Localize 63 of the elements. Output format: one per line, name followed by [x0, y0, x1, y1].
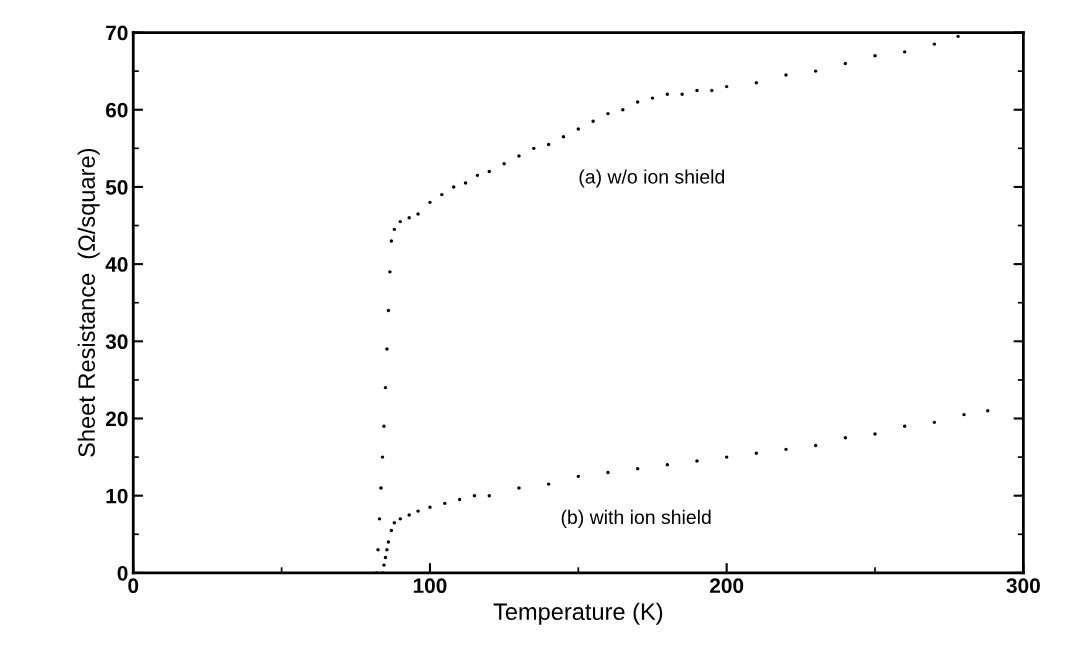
point [386, 308, 391, 313]
point [635, 466, 640, 471]
point [650, 96, 655, 100]
point [388, 270, 392, 274]
point [383, 385, 388, 390]
point [932, 420, 937, 425]
point [392, 227, 397, 232]
point [576, 474, 581, 479]
point [379, 486, 383, 490]
y-tick-label: 60 [105, 102, 128, 118]
point [724, 455, 729, 459]
point [407, 513, 411, 517]
point [472, 493, 477, 498]
point [517, 486, 521, 490]
y-tick-label: 20 [105, 411, 128, 427]
point [680, 92, 684, 96]
point [475, 173, 480, 178]
point [724, 84, 729, 89]
point [710, 88, 714, 93]
point [932, 42, 937, 46]
y-tick-label: 50 [105, 179, 128, 195]
point [546, 482, 551, 486]
point [561, 135, 566, 139]
point [385, 548, 389, 552]
point [457, 497, 462, 502]
y-tick-label: 10 [106, 488, 128, 504]
point [813, 443, 818, 448]
point [873, 432, 877, 436]
point [591, 119, 595, 124]
point [451, 185, 456, 189]
point [902, 50, 907, 54]
point [546, 142, 551, 147]
point [416, 509, 420, 513]
y-tick-label: 0 [117, 565, 128, 581]
point [382, 563, 386, 567]
x-tick-label: 300 [1006, 578, 1040, 594]
point [389, 528, 394, 533]
y-tick-label: 30 [105, 334, 128, 350]
point [784, 73, 788, 77]
point [383, 555, 388, 560]
point [382, 424, 386, 428]
x-tick-label: 0 [128, 578, 139, 594]
annotation: (b) with ion shield [561, 509, 711, 528]
point [416, 212, 420, 216]
point [392, 521, 397, 525]
point [428, 505, 432, 509]
point [385, 347, 389, 351]
point [665, 92, 670, 96]
y-tick-label: 40 [105, 257, 128, 272]
y-tick-label: 70 [106, 25, 128, 41]
y-axis-title: Sheet Resistance (Ω/square) [77, 149, 100, 457]
annotation: (a) w/o ion shield [579, 169, 725, 188]
point [502, 162, 506, 166]
point [487, 169, 491, 174]
x-axis-title: Temperature (K) [493, 602, 663, 625]
point [398, 219, 402, 224]
point [695, 459, 699, 463]
x-tick-label: 100 [413, 578, 447, 594]
point [517, 154, 521, 158]
point [576, 127, 581, 131]
point [843, 61, 848, 66]
point [813, 69, 818, 73]
x-tick-label: 200 [710, 578, 744, 594]
